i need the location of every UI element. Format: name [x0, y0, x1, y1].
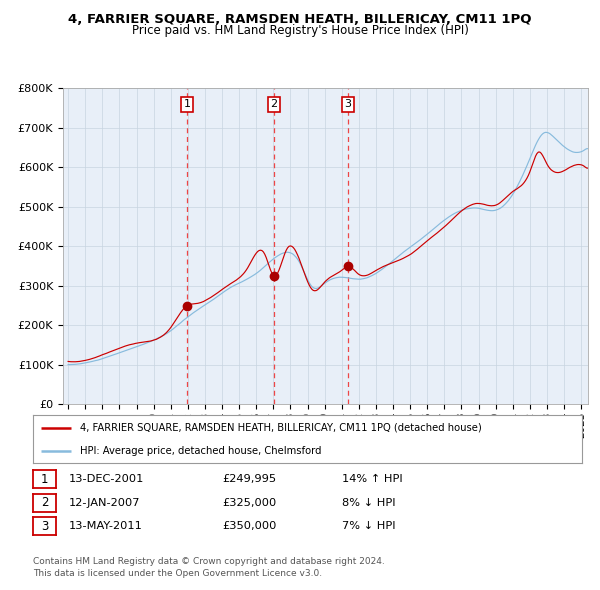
Text: £325,000: £325,000 — [222, 498, 276, 507]
Text: 3: 3 — [41, 520, 48, 533]
Text: 8% ↓ HPI: 8% ↓ HPI — [342, 498, 395, 507]
Text: 13-DEC-2001: 13-DEC-2001 — [69, 474, 145, 484]
Text: 2: 2 — [271, 99, 278, 109]
Text: 7% ↓ HPI: 7% ↓ HPI — [342, 522, 395, 531]
Text: 1: 1 — [41, 473, 48, 486]
Text: 4, FARRIER SQUARE, RAMSDEN HEATH, BILLERICAY, CM11 1PQ: 4, FARRIER SQUARE, RAMSDEN HEATH, BILLER… — [68, 13, 532, 26]
Text: £350,000: £350,000 — [222, 522, 277, 531]
Text: 1: 1 — [184, 99, 190, 109]
Text: 12-JAN-2007: 12-JAN-2007 — [69, 498, 140, 507]
Text: 13-MAY-2011: 13-MAY-2011 — [69, 522, 143, 531]
Text: 2: 2 — [41, 496, 48, 509]
Text: HPI: Average price, detached house, Chelmsford: HPI: Average price, detached house, Chel… — [80, 446, 321, 456]
Text: This data is licensed under the Open Government Licence v3.0.: This data is licensed under the Open Gov… — [33, 569, 322, 578]
Text: 4, FARRIER SQUARE, RAMSDEN HEATH, BILLERICAY, CM11 1PQ (detached house): 4, FARRIER SQUARE, RAMSDEN HEATH, BILLER… — [80, 423, 481, 433]
Text: 3: 3 — [344, 99, 352, 109]
Text: 14% ↑ HPI: 14% ↑ HPI — [342, 474, 403, 484]
Text: £249,995: £249,995 — [222, 474, 276, 484]
Text: Price paid vs. HM Land Registry's House Price Index (HPI): Price paid vs. HM Land Registry's House … — [131, 24, 469, 37]
Text: Contains HM Land Registry data © Crown copyright and database right 2024.: Contains HM Land Registry data © Crown c… — [33, 557, 385, 566]
